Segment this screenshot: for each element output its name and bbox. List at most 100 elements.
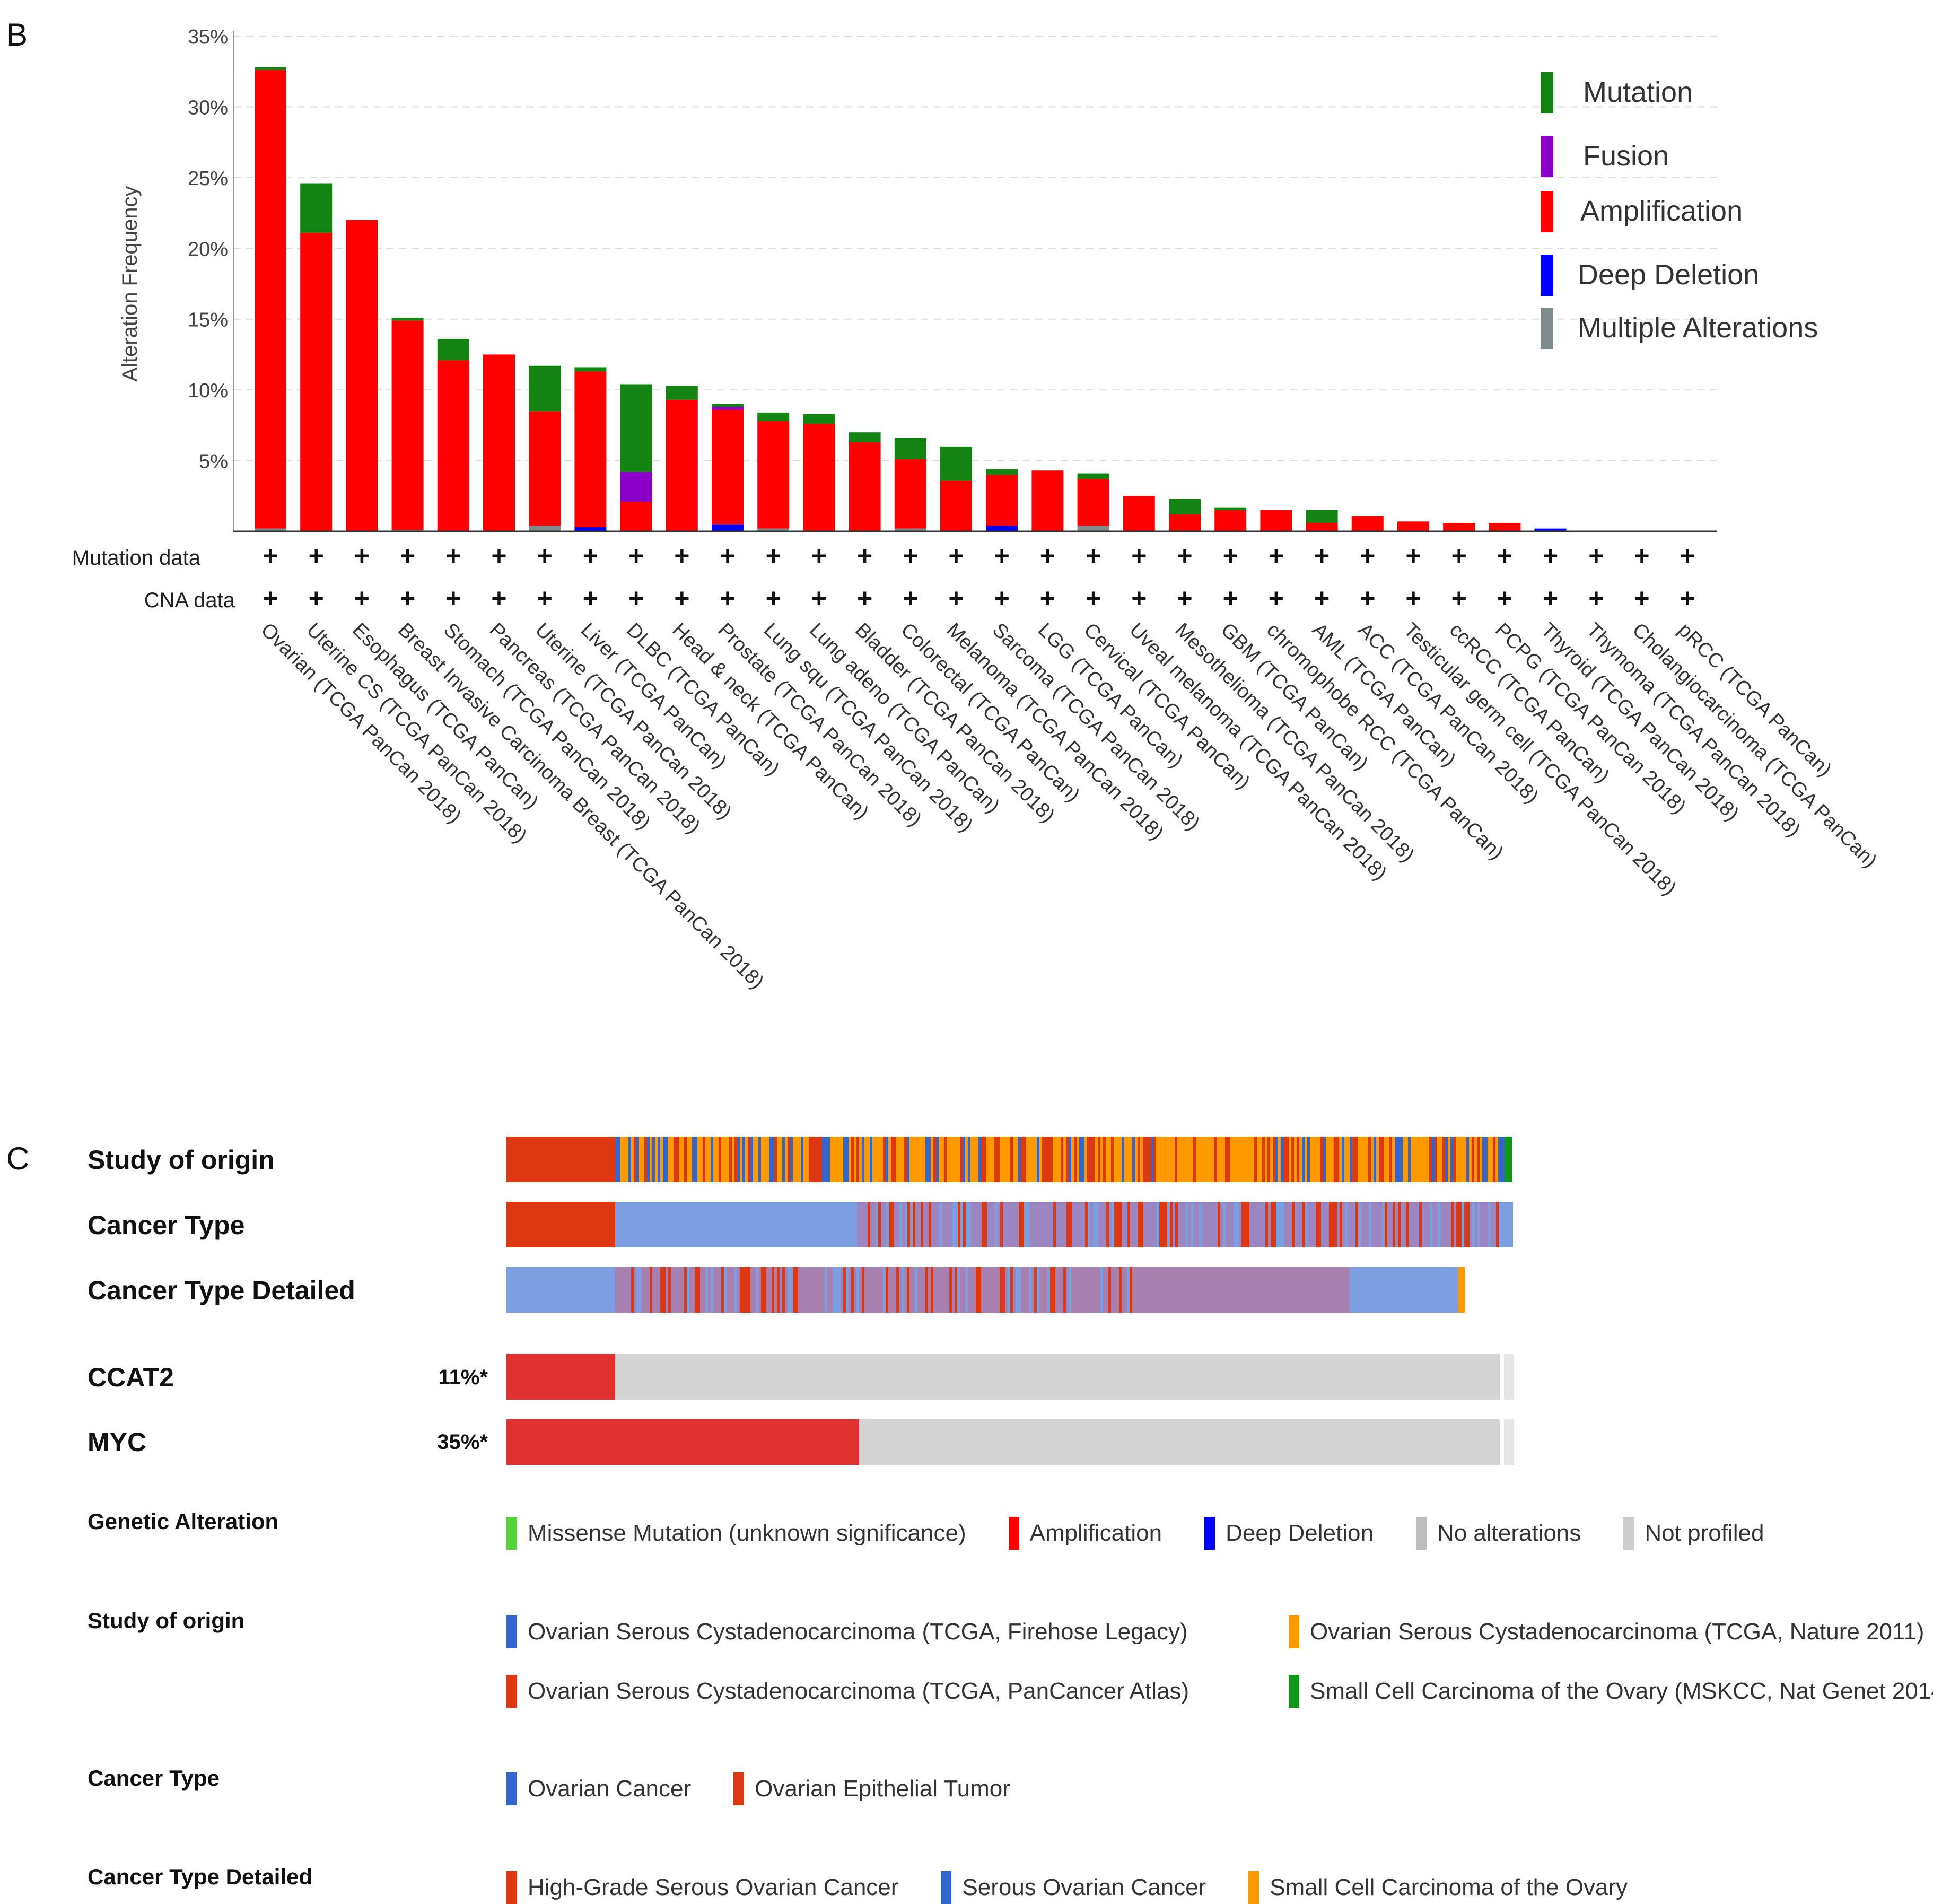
type-sample: [931, 1202, 934, 1247]
study-sample: [1204, 1137, 1207, 1182]
study-sample: [1448, 1137, 1451, 1182]
y-tick-label: 35%: [188, 26, 228, 48]
study-sample: [822, 1137, 825, 1182]
study-sample: [1262, 1137, 1265, 1182]
study-sample: [1350, 1137, 1353, 1182]
study-of-origin-track: [506, 1137, 1514, 1182]
study-sample: [1230, 1137, 1234, 1182]
study-sample: [819, 1137, 823, 1182]
type-sample: [1435, 1202, 1438, 1247]
alteration-frequency-chart: B 5% 10% 15% 20% 25% 30% 35% Alteration Freque…: [6, 17, 1881, 993]
type-sample: [1021, 1202, 1025, 1247]
type-sample: [1037, 1202, 1040, 1247]
legend-swatch: [506, 1675, 517, 1708]
type-sample: [1355, 1202, 1359, 1247]
panel-c-letter: C: [6, 1141, 30, 1176]
bar-segment-amplification: [529, 411, 561, 526]
type-sample: [1003, 1202, 1006, 1247]
study-sample: [1140, 1137, 1143, 1182]
study-sample: [843, 1137, 846, 1182]
type-sample: [1072, 1202, 1075, 1247]
study-sample: [1055, 1137, 1059, 1182]
study-sample: [992, 1137, 995, 1182]
detailed-sample: [660, 1267, 663, 1313]
study-sample: [658, 1137, 661, 1182]
detailed-small-cell: [1458, 1267, 1465, 1313]
type-sample: [857, 1202, 860, 1247]
type-sample: [1061, 1202, 1064, 1247]
study-sample: [756, 1137, 759, 1182]
cna-data-plus: +: [948, 583, 964, 613]
legend-swatch: [1248, 1871, 1259, 1904]
detailed-sample: [1010, 1267, 1013, 1313]
type-sample: [1377, 1202, 1380, 1247]
mutation-data-plus: +: [1269, 541, 1284, 571]
study-sample: [692, 1137, 695, 1182]
not-profiled-samples: [1503, 1419, 1514, 1465]
detailed-sample: [719, 1267, 722, 1313]
study-sample: [766, 1137, 769, 1182]
type-sample: [1077, 1202, 1080, 1247]
mutation-data-row-label: Mutation data: [72, 546, 201, 570]
type-sample: [865, 1202, 868, 1247]
detailed-sample: [1063, 1267, 1066, 1313]
cna-data-plus: +: [720, 583, 735, 613]
cna-data-plus: +: [1634, 583, 1649, 613]
legend-swatch: [1415, 1517, 1427, 1550]
study-sample: [1461, 1137, 1464, 1182]
study-sample: [936, 1137, 939, 1182]
study-sample: [758, 1137, 762, 1182]
bar-segment-amplification: [1489, 522, 1521, 531]
study-sample: [849, 1137, 852, 1182]
detailed-sample: [1055, 1267, 1059, 1313]
detailed-sample: [1024, 1267, 1027, 1313]
study-sample: [803, 1137, 807, 1182]
study-sample: [1135, 1137, 1138, 1182]
study-sample: [963, 1137, 966, 1182]
bar-segment-multiple-alterations: [255, 528, 286, 531]
study-sample: [902, 1137, 905, 1182]
type-sample: [1443, 1202, 1446, 1247]
type-sample: [1263, 1202, 1266, 1247]
mutation-data-plus: +: [537, 541, 553, 571]
cna-data-plus: +: [1405, 583, 1421, 613]
study-sample: [764, 1137, 767, 1182]
detailed-sample: [803, 1267, 807, 1313]
type-sample: [1204, 1202, 1208, 1247]
study-sample: [862, 1137, 865, 1182]
detailed-sample: [620, 1267, 624, 1313]
study-sample: [1082, 1137, 1085, 1182]
legend-item: High-Grade Serous Ovarian Cancer: [506, 1871, 898, 1904]
detailed-sample: [1090, 1267, 1093, 1313]
study-sample: [1119, 1137, 1122, 1182]
type-sample: [868, 1202, 871, 1247]
legend-label: Small Cell Carcinoma of the Ovary: [1270, 1874, 1628, 1900]
detailed-sample: [902, 1267, 905, 1313]
type-sample: [1308, 1202, 1311, 1247]
study-sample: [1145, 1137, 1149, 1182]
type-sample: [1279, 1202, 1282, 1247]
detailed-sample: [875, 1267, 878, 1313]
type-ovarian-block: [615, 1202, 858, 1247]
study-sample: [1267, 1137, 1271, 1182]
study-sample: [753, 1137, 756, 1182]
study-sample: [801, 1137, 804, 1182]
bar-segment-amplification: [1077, 479, 1109, 526]
detailed-sample: [941, 1267, 944, 1313]
type-sample: [1414, 1202, 1417, 1247]
type-sample: [1334, 1202, 1337, 1247]
study-sample: [1037, 1137, 1040, 1182]
type-sample: [1104, 1202, 1107, 1247]
type-sample: [1000, 1202, 1003, 1247]
type-sample: [1178, 1202, 1181, 1247]
unaltered-samples: [615, 1354, 1500, 1400]
study-sample: [724, 1137, 727, 1182]
legend-row: Missense Mutation (unknown significance)…: [506, 1517, 1806, 1550]
bar-segment-amplification: [346, 220, 378, 531]
type-sample: [1080, 1202, 1083, 1247]
type-sample: [1101, 1202, 1104, 1247]
cna-data-plus: +: [766, 583, 781, 613]
type-sample: [982, 1202, 985, 1247]
not-profiled-gap: [1500, 1354, 1504, 1400]
study-sample: [944, 1137, 947, 1182]
